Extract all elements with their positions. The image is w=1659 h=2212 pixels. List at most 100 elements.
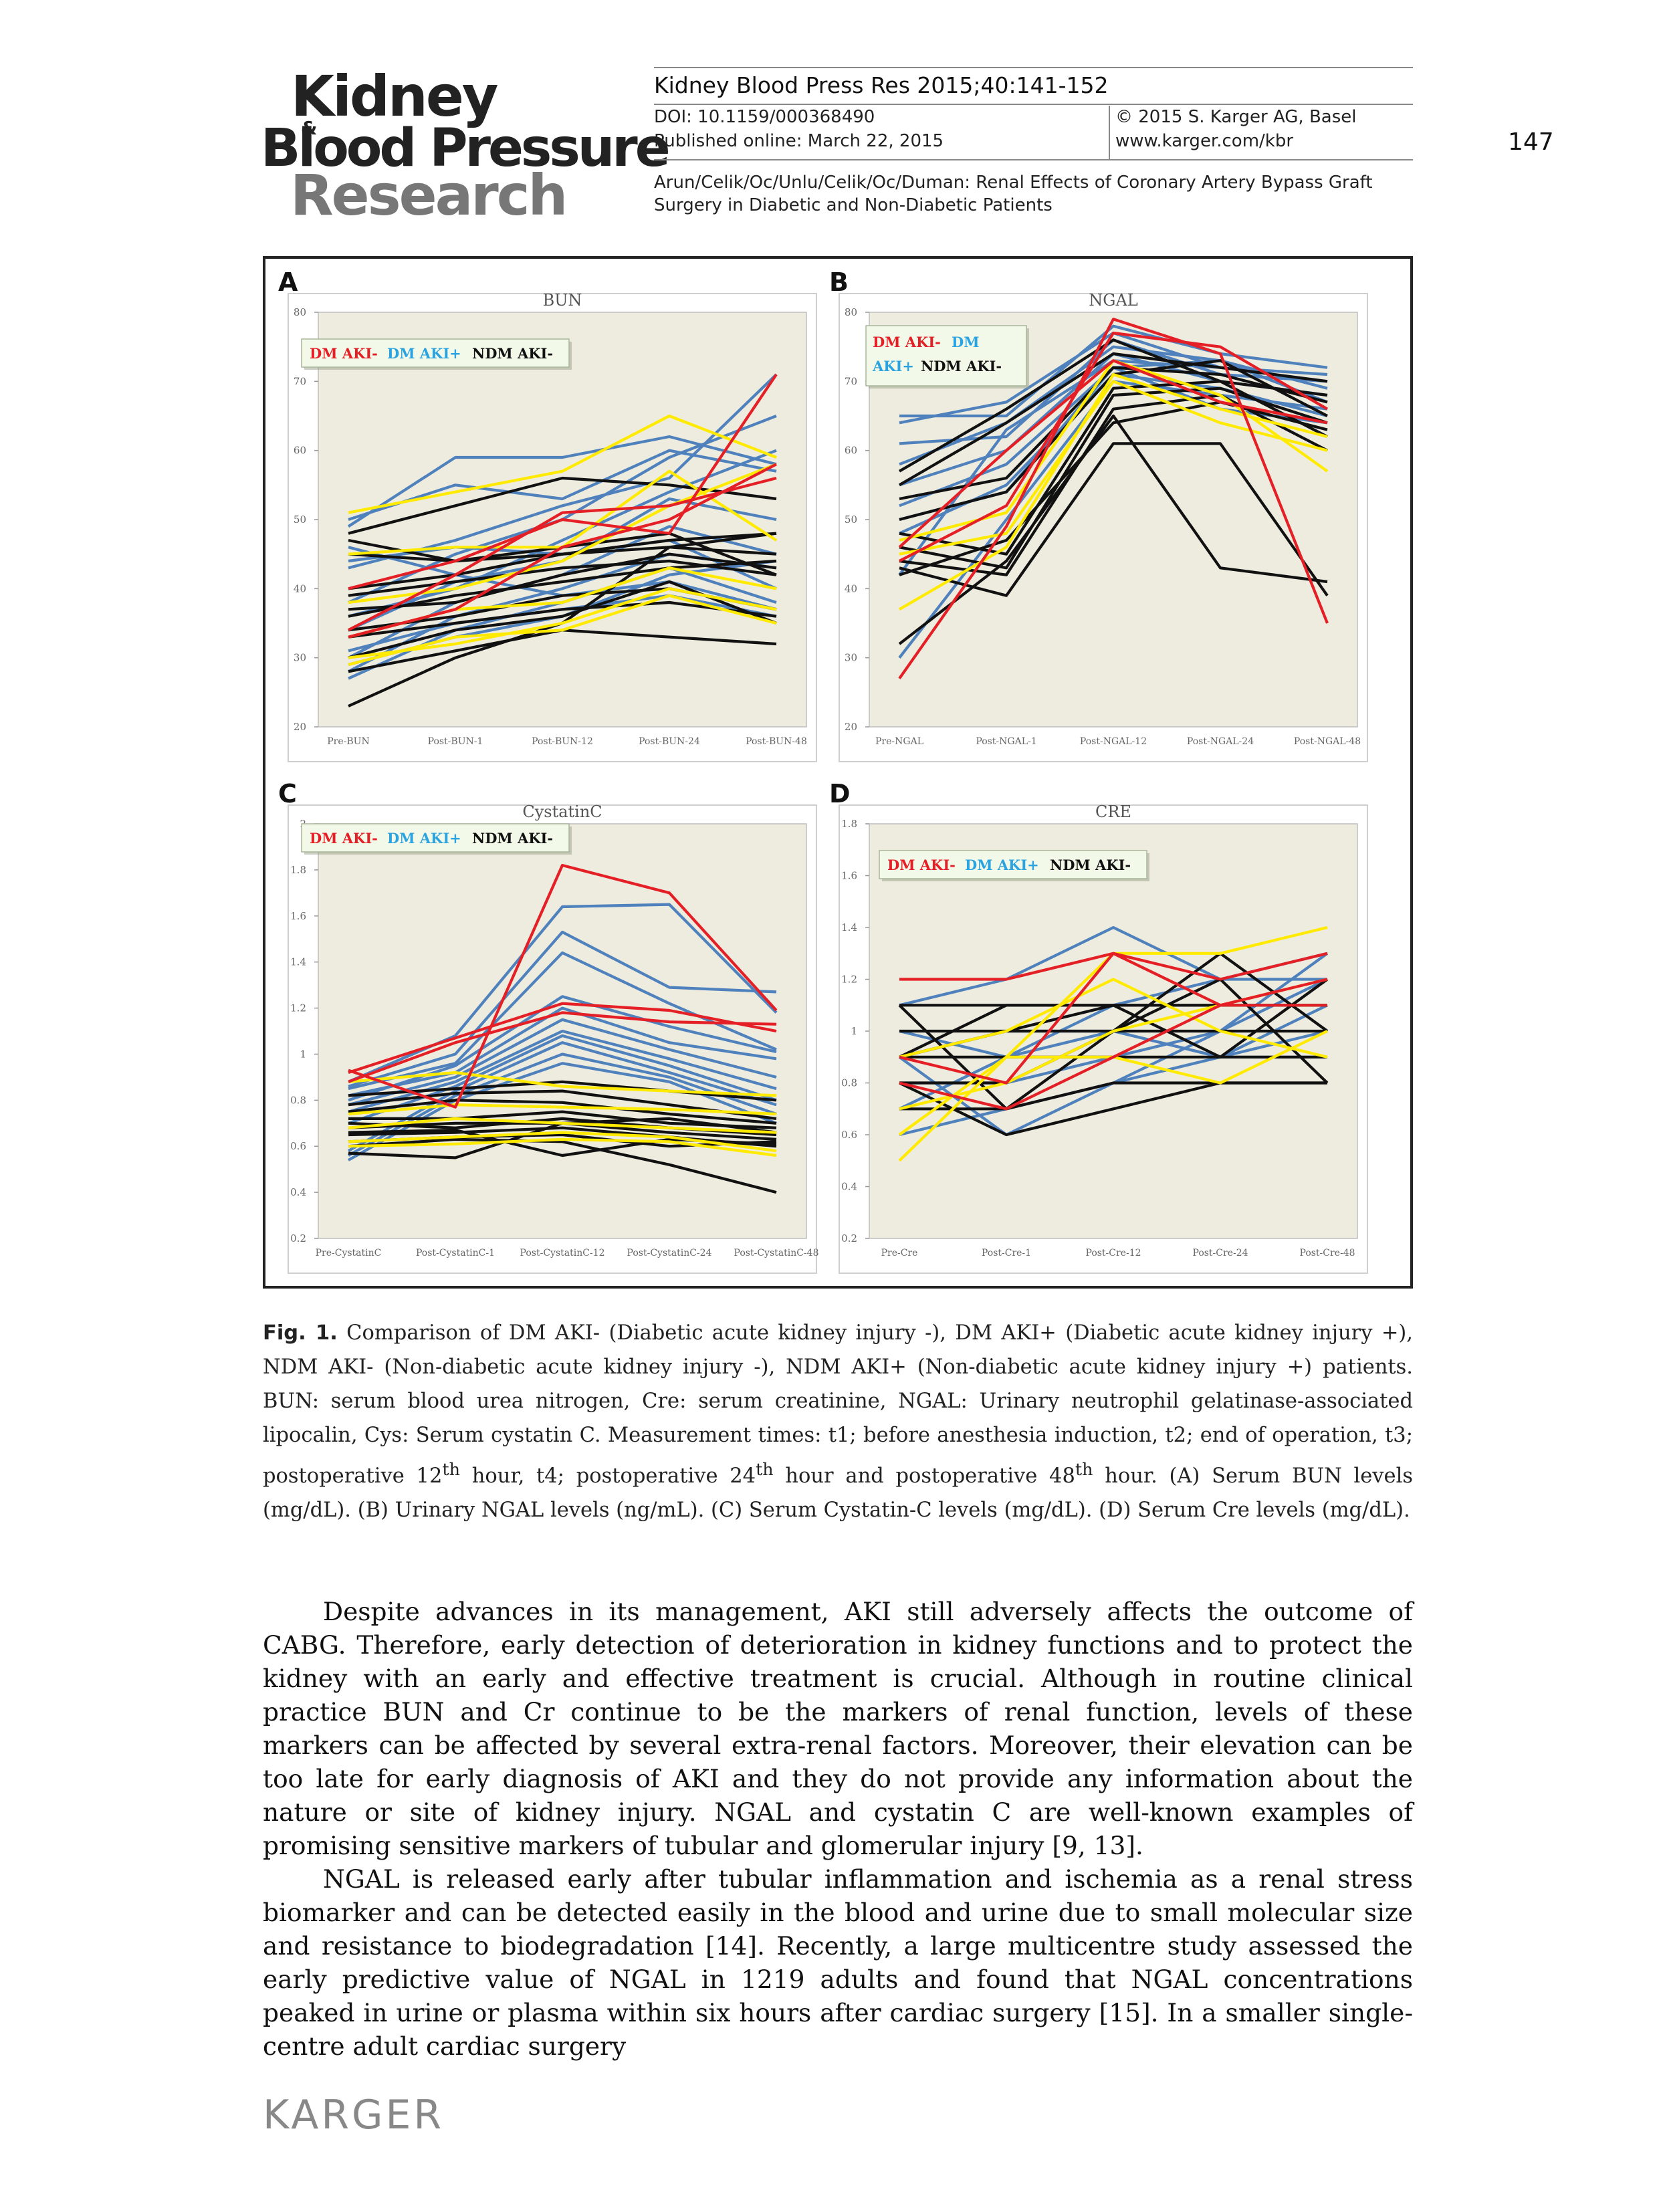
y-tick-label: 1.8 [841, 818, 857, 830]
y-tick-label: 80 [294, 306, 306, 318]
series-line-dm-aki-plus [347, 1053, 777, 1157]
y-tick-label: 20 [294, 721, 306, 733]
panel-letter: A [278, 267, 298, 297]
legend-box [879, 850, 1147, 879]
y-tick-label: 30 [294, 652, 306, 664]
series-line-dm-aki-minus [348, 476, 777, 632]
y-tick-label: 1.2 [841, 974, 857, 986]
series-line-dm-aki-plus [348, 1006, 777, 1097]
series-line-dm-aki-plus [899, 324, 1328, 418]
y-tick-label: 50 [845, 514, 857, 526]
legend-dm-aki-plus: DM AKI+ [965, 857, 1039, 873]
y-tick-label: 0.2 [290, 1232, 306, 1244]
y-tick-label: 70 [294, 375, 306, 387]
x-tick-label: Post-NGAL-24 [1187, 736, 1254, 747]
series-line-ndm-aki-plus [348, 1103, 777, 1116]
panel-a: A BUN 20 30 40 50 60 70 80 Pre-BUN Post-BUN-1 Post-… [275, 265, 820, 767]
series-line-ndm-aki-minus [348, 1099, 777, 1125]
y-tick-label: 70 [845, 375, 857, 387]
series-line-ndm-aki-plus [348, 1071, 777, 1097]
series-line-dm-aki-plus [348, 903, 778, 1083]
legend-dm-aki-plus: DM AKI+ [387, 345, 461, 362]
published-date: Published online: March 22, 2015 [654, 131, 944, 151]
y-tick-label: 0.6 [290, 1140, 306, 1152]
series-line-ndm-aki-minus [899, 393, 1328, 576]
series-line-dm-aki-plus [348, 1034, 777, 1125]
x-tick-label: Post-NGAL-12 [1080, 736, 1147, 747]
chart-title: CRE [1095, 802, 1131, 821]
series-line-dm-aki-minus [348, 373, 778, 590]
caption-sup-1: th [442, 1459, 460, 1479]
publisher-logo: KARGER [263, 2092, 445, 2138]
series-line-ndm-aki-minus [899, 442, 1329, 597]
chart-bun: A BUN 20 30 40 50 60 70 80 Pre-BUN Post-BUN-1 Post-… [278, 267, 817, 762]
y-tick-label: 40 [845, 582, 857, 594]
x-tick-label: Post-BUN-24 [639, 736, 700, 747]
series-line-dm-aki-minus [899, 1004, 1327, 1111]
x-tick-label: Post-BUN-12 [532, 736, 593, 747]
series-line-ndm-aki-plus [899, 380, 1328, 556]
logo-line-3: Research [290, 162, 568, 228]
y-tick-label: 1 [300, 1048, 306, 1060]
y-tick-label: 40 [294, 582, 306, 594]
x-tick-label: Post-Cre-24 [1192, 1248, 1248, 1258]
journal-logo: Kidney & Blood Pressure Research [261, 64, 671, 228]
y-tick-label: 1.4 [290, 956, 306, 968]
x-tick-label: Post-NGAL-1 [976, 736, 1036, 747]
header-divider [1109, 106, 1110, 159]
series-line-dm-aki-minus [348, 863, 778, 1109]
panel-c: CCystatinC0.20.40.60.811.21.41.61.82Pre-… [275, 777, 820, 1279]
header-rule-2 [654, 104, 1413, 105]
running-head-line-2: Surgery in Diabetic and Non-Diabetic Pat… [654, 195, 1053, 215]
y-tick-label: 60 [845, 445, 857, 457]
caption-sup-2: th [756, 1459, 774, 1479]
series-line-dm-aki-plus [348, 1018, 777, 1107]
y-tick-label: 1 [851, 1025, 857, 1037]
series-line-ndm-aki-plus [899, 978, 1328, 1059]
y-tick-label: 1.8 [290, 864, 306, 876]
chart-title: CystatinC [522, 802, 602, 821]
series-line-ndm-aki-minus [899, 1081, 1327, 1137]
y-tick-label: 20 [845, 721, 857, 733]
legend-aki-plus: AKI+ [872, 358, 914, 374]
series-line-dm-aki-plus [899, 345, 1328, 466]
series-line-ndm-aki-minus [898, 352, 1328, 487]
y-tick-label: 30 [845, 652, 857, 664]
y-tick-label: 60 [294, 445, 306, 457]
page-number: 147 [1508, 128, 1554, 156]
series-line-dm-aki-minus [348, 1011, 777, 1083]
x-tick-label: Pre-BUN [327, 736, 369, 747]
series-line-dm-aki-minus [898, 318, 1329, 679]
series-line-ndm-aki-minus [348, 1137, 777, 1194]
x-tick-label: Pre-CystatinC [316, 1248, 382, 1258]
series-line-dm-aki-minus [898, 359, 1328, 548]
journal-citation: Kidney Blood Press Res 2015;40:141-152 [654, 72, 1109, 98]
body-text: Despite advances in its management, AKI … [263, 1595, 1413, 2063]
legend-box [301, 823, 570, 853]
caption-sup-3: th [1075, 1459, 1093, 1479]
series-line-ndm-aki-minus [348, 1089, 777, 1120]
x-tick-label: Post-Cre-48 [1299, 1248, 1355, 1258]
panel-letter: D [829, 779, 851, 808]
series-line-dm-aki-plus [347, 1062, 777, 1162]
y-tick-label: 0.8 [841, 1077, 857, 1089]
journal-website[interactable]: www.karger.com/kbr [1115, 131, 1294, 151]
logo-line-2: Blood Pressure [261, 118, 671, 179]
panel-letter: B [829, 267, 849, 297]
legend-ndm-aki-minus: NDM AKI- [921, 358, 1002, 374]
series-line-dm-aki-plus [348, 951, 777, 1091]
running-head-line-1: Arun/Celik/Oc/Unlu/Celik/Oc/Duman: Renal… [654, 173, 1373, 193]
series-line-ndm-aki-plus [348, 414, 777, 514]
series-line-ndm-aki-minus [348, 559, 777, 618]
chart-title: NGAL [1089, 291, 1138, 310]
legend-dm-aki-minus: DM AKI- [310, 830, 378, 847]
series-line-ndm-aki-plus [898, 372, 1328, 611]
series-line-dm-aki-minus [348, 463, 777, 639]
chart-cystatinc: CCystatinC0.20.40.60.811.21.41.61.82Pre-… [278, 779, 819, 1274]
logo-ampersand: & [301, 117, 318, 139]
x-tick-label: Post-CystatinC-48 [734, 1248, 819, 1258]
y-tick-label: 1.6 [841, 870, 857, 882]
series-line-dm-aki-plus [347, 1041, 777, 1152]
y-tick-label: 80 [845, 306, 857, 318]
series-line-dm-aki-minus [899, 331, 1329, 562]
